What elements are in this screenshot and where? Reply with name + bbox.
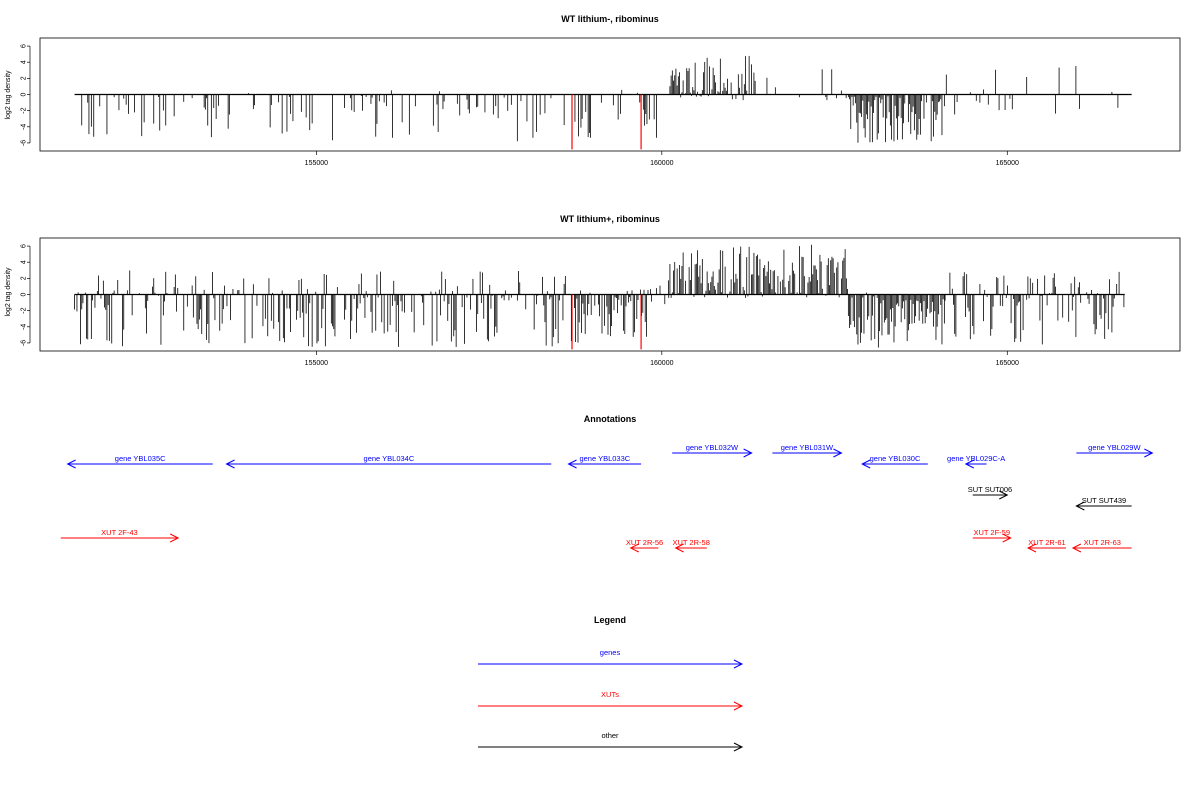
annotation-gene-ybl030c: gene YBL030C [861,454,928,469]
plot-frame [39,237,1181,352]
annotation-label: gene YBL034C [364,454,415,463]
legend-arrow-head [733,742,744,752]
y-tick-label: 2 [21,76,28,80]
annotation-label: SUT SUT439 [1082,496,1126,505]
annotation-xut-2r-56: XUT 2R-56 [626,538,663,553]
annotation-arrow-head [964,459,975,469]
y-axis: 6 4 2 0 -2 -4 -6 [21,44,31,146]
y-tick-label: 2 [21,276,28,280]
y-tick-label: -4 [21,124,28,130]
annotation-label: SUT SUT006 [968,485,1012,494]
x-tick-label: 160000 [650,360,673,367]
annotation-label: gene YBL032W [686,443,739,452]
y-tick-label: 0 [21,92,28,96]
legend-item-other: other [478,731,744,752]
y-axis-label: log2 tag density [5,267,12,317]
annotation-label: gene YBL030C [870,454,921,463]
legend-item-genes: genes [478,648,744,669]
annotation-xut-2r-61: XUT 2R-61 [1026,538,1066,553]
x-tick-label: 165000 [996,160,1019,167]
x-tick-label: 160000 [650,160,673,167]
legend-arrow-head [733,659,744,669]
annotations-panel: Annotations gene YBL035C gene YBL034C gene… [60,414,1154,553]
annotation-label: XUT 2R-58 [672,538,709,547]
annotation-label: XUT 2R-63 [1084,538,1121,547]
x-axis: 155000 160000 165000 [305,351,1019,367]
x-axis: 155000 160000 165000 [305,151,1019,167]
y-tick-label: -6 [21,140,28,146]
annotation-xut-2r-58: XUT 2R-58 [672,538,710,553]
annotation-label: gene YBL031W [781,443,834,452]
annotation-gene-ybl035c: gene YBL035C [66,454,213,469]
annotation-arrow-head [1002,533,1012,543]
y-tick-label: -2 [21,307,28,313]
annotation-label: gene YBL029W [1088,443,1141,452]
x-tick-label: 155000 [305,160,328,167]
annotation-arrow-head [169,533,180,543]
annotation-sut-sut006: SUT SUT006 [968,485,1012,500]
plot-title: WT lithium+, ribominus [560,214,660,224]
y-tick-label: -4 [21,324,28,330]
y-tick-label: -6 [21,340,28,346]
annotation-xut-2f-43: XUT 2F-43 [60,528,180,543]
annotation-arrow-head [861,459,871,469]
annotation-arrow-head [674,543,684,553]
plot-frame [39,37,1181,152]
legend-label: XUTs [601,690,619,699]
annotation-gene-ybl029c-a: gene YBL029C-A [947,454,1005,469]
annotation-gene-ybl029w: gene YBL029W [1076,443,1154,458]
annotation-arrow-head [1026,543,1037,553]
legend-panel: Legend genes XUTs other [478,615,744,752]
annotations-title: Annotations [584,414,637,424]
annotation-arrow-head [1071,543,1082,553]
y-tick-label: 6 [21,44,28,48]
annotation-arrow-head [1075,501,1085,511]
y-tick-label: 4 [21,260,28,264]
annotation-arrow-head [629,543,639,553]
annotation-arrow-head [833,448,843,458]
track-plot-lithium-plus: WT lithium+, ribominus log2 tag density … [5,214,1181,367]
annotation-arrow-head [225,459,235,469]
annotation-arrow-head [66,459,76,469]
legend-items: genes XUTs other [478,648,744,752]
track-plot-lithium-minus: WT lithium-, ribominus log2 tag density … [5,14,1181,167]
legend-label: other [601,731,619,740]
annotation-items: gene YBL035C gene YBL034C gene YBL033C gene… [60,443,1154,553]
annotation-label: gene YBL029C-A [947,454,1005,463]
annotation-arrow-head [999,490,1009,500]
annotation-label: gene YBL035C [115,454,166,463]
annotation-label: XUT 2F-59 [973,528,1010,537]
x-tick-label: 155000 [305,360,328,367]
annotation-label: XUT 2R-61 [1028,538,1065,547]
legend-title: Legend [594,615,626,625]
y-axis-label: log2 tag density [5,70,12,120]
x-tick-label: 165000 [996,360,1019,367]
legend-arrow-head [733,701,744,711]
annotation-gene-ybl034c: gene YBL034C [225,454,552,469]
density-bars [74,244,1125,350]
annotation-gene-ybl032w: gene YBL032W [672,443,753,458]
annotation-gene-ybl033c: gene YBL033C [567,454,642,469]
annotation-arrow-head [1144,448,1154,458]
legend-label: genes [600,648,621,657]
annotation-label: XUT 2F-43 [101,528,138,537]
annotation-arrow-head [743,448,753,458]
annotation-arrow-head [567,459,577,469]
y-tick-label: 4 [21,60,28,64]
y-axis: 6 4 2 0 -2 -4 -6 [21,244,31,346]
annotation-label: gene YBL033C [579,454,630,463]
annotation-sut-sut439: SUT SUT439 [1075,496,1132,511]
annotation-xut-2r-63: XUT 2R-63 [1071,538,1132,553]
plot-title: WT lithium-, ribominus [561,14,659,24]
annotation-xut-2f-59: XUT 2F-59 [972,528,1012,543]
annotation-gene-ybl031w: gene YBL031W [772,443,843,458]
legend-item-xuts: XUTs [478,690,744,711]
density-bars [74,55,1132,150]
y-tick-label: 6 [21,244,28,248]
annotation-label: XUT 2R-56 [626,538,663,547]
y-tick-label: -2 [21,107,28,113]
y-tick-label: 0 [21,292,28,296]
